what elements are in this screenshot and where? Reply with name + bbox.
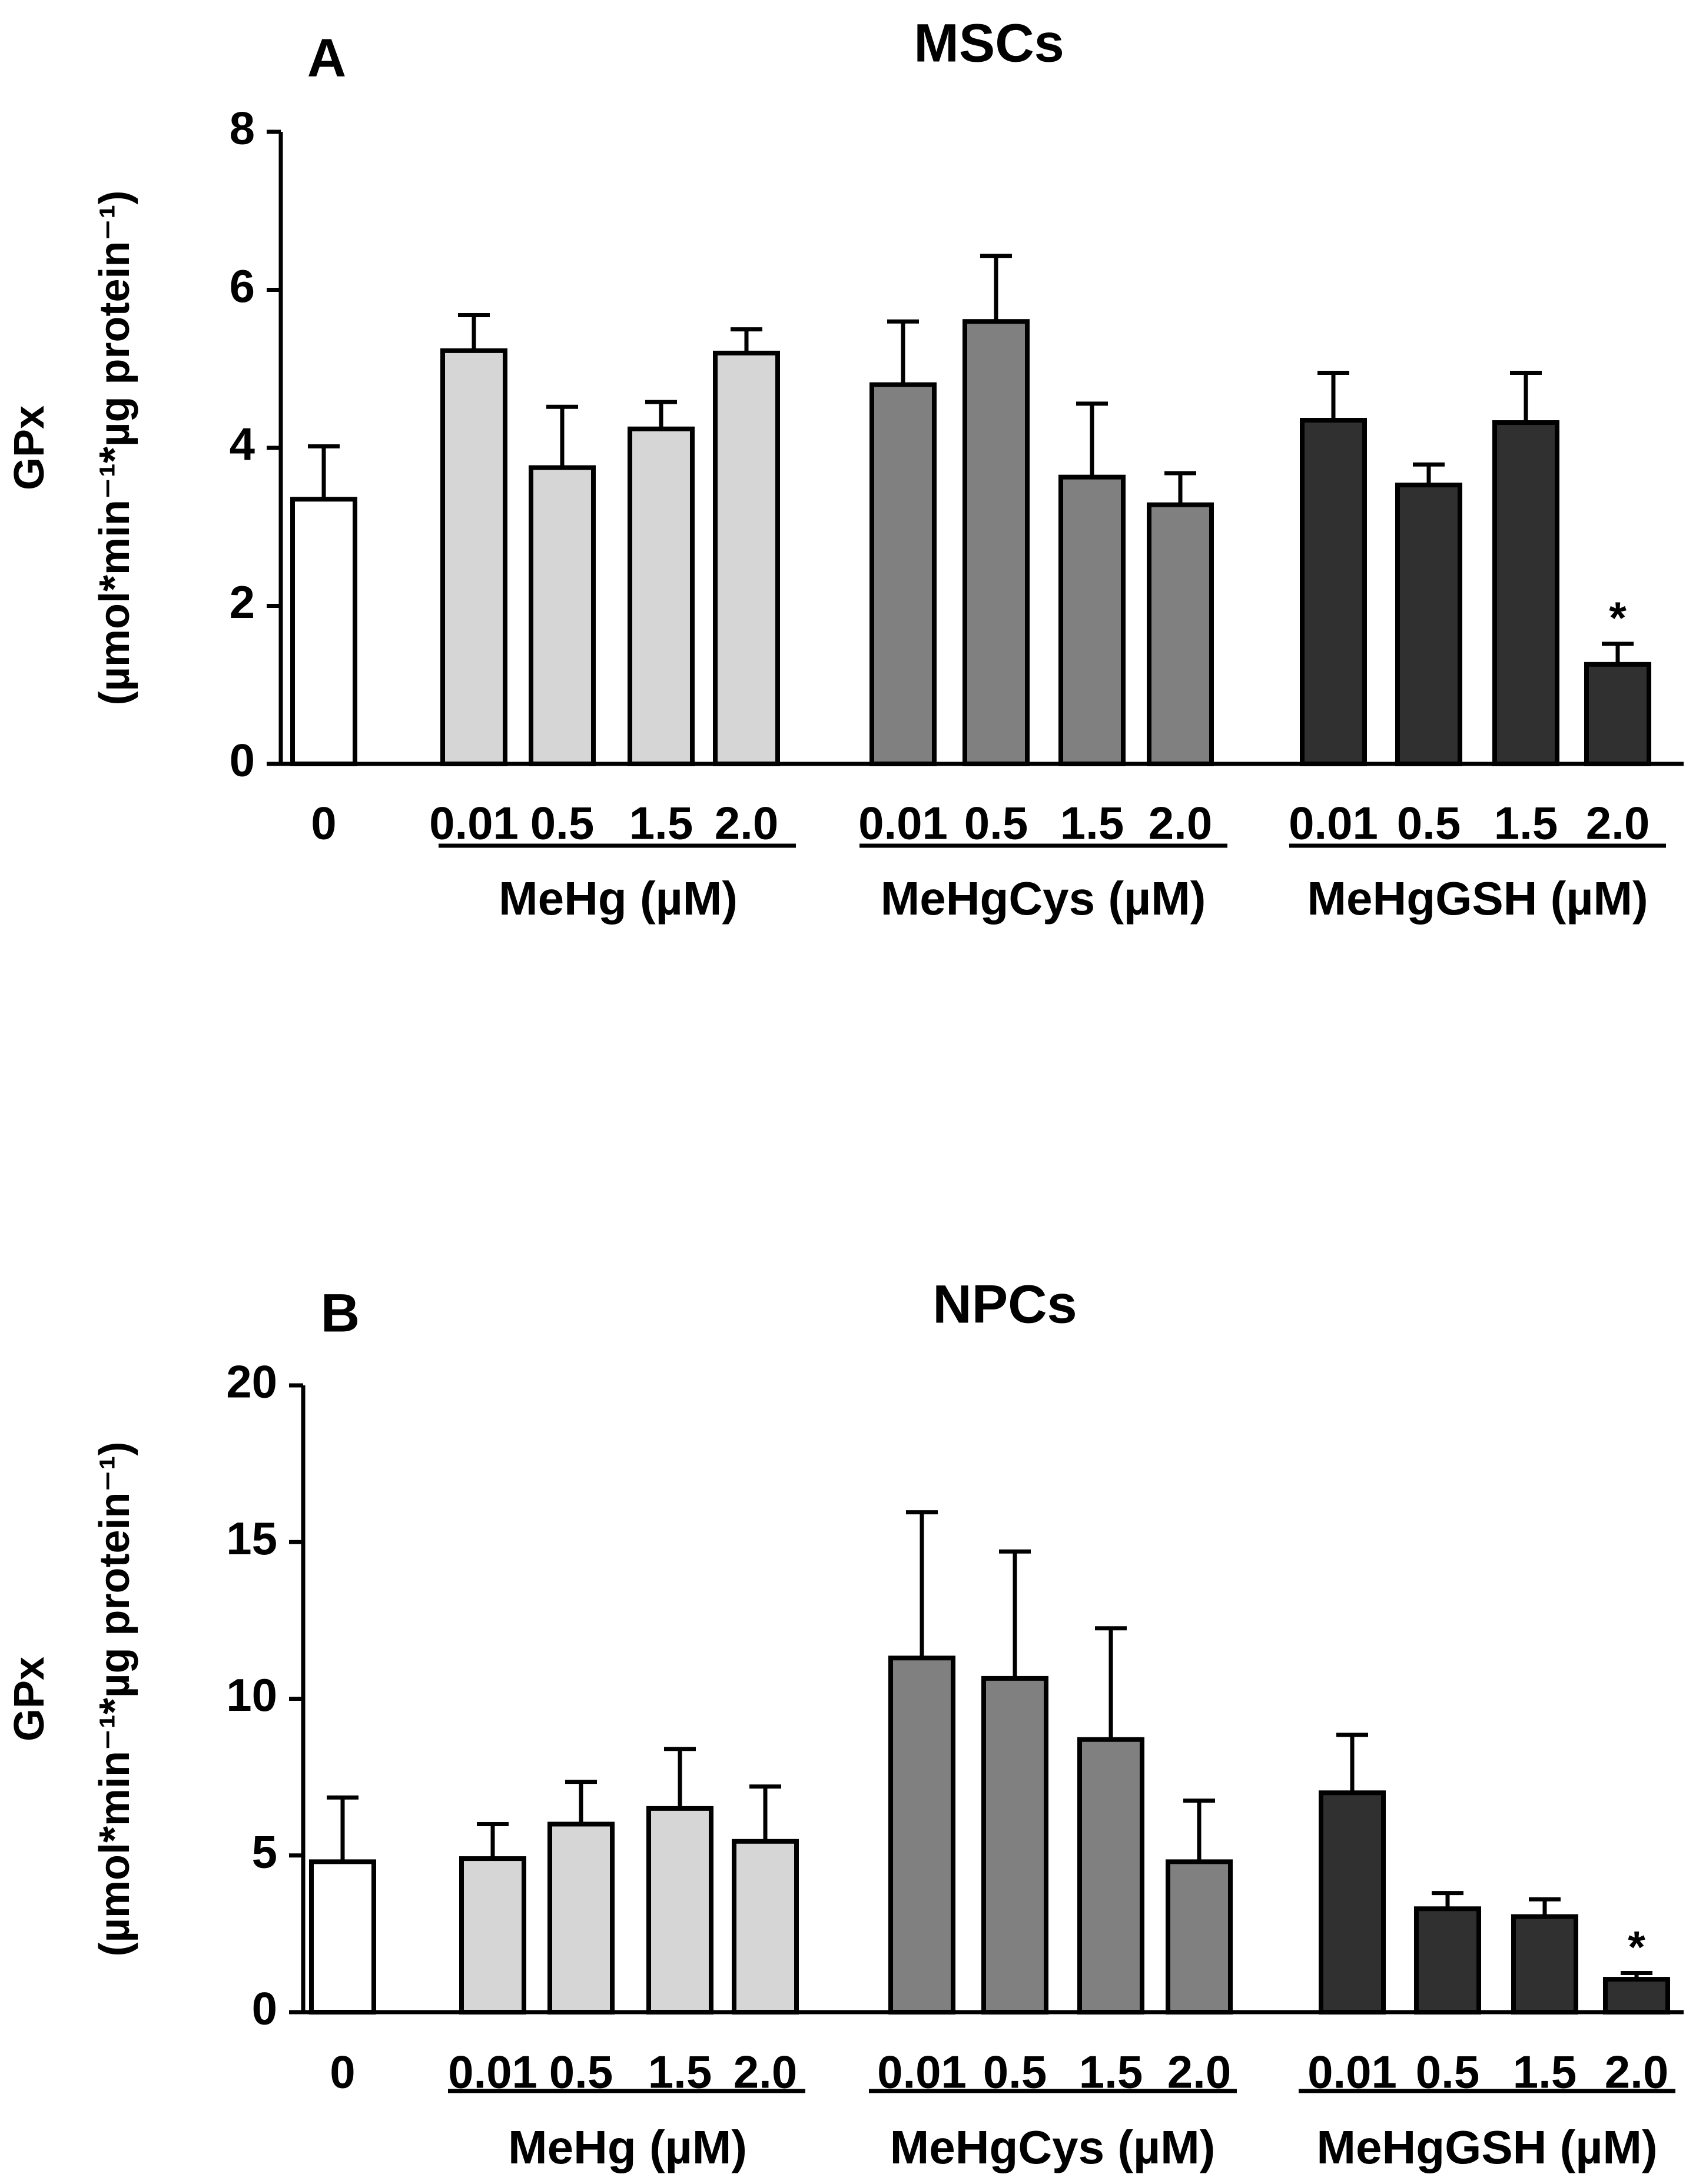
x-tick-label: 1.5 xyxy=(629,797,693,849)
y-tick-label: 4 xyxy=(230,418,255,470)
group-label: MeHgCys (µM) xyxy=(881,872,1206,925)
chart-title: NPCs xyxy=(932,1274,1077,1334)
bar xyxy=(309,1859,376,2015)
y-axis-units: (µmol*min⁻¹*µg protein⁻¹) xyxy=(91,191,138,706)
bar xyxy=(646,1806,713,2015)
x-tick-label: 2.0 xyxy=(715,797,778,849)
x-tick-label: 1.5 xyxy=(1494,797,1558,849)
x-tick-label: 0.01 xyxy=(1289,797,1378,849)
y-tick-label: 2 xyxy=(230,576,255,628)
bar xyxy=(1147,502,1214,766)
group-label: MeHgGSH (µM) xyxy=(1316,2121,1657,2173)
x-tick-label: 0.5 xyxy=(964,797,1028,849)
y-tick-label: 0 xyxy=(252,1983,277,2035)
group-label: MeHgGSH (µM) xyxy=(1307,872,1648,925)
x-tick-label: 0.5 xyxy=(1397,797,1461,849)
x-tick-label: 2.0 xyxy=(1586,797,1650,849)
bar xyxy=(1166,1859,1233,2015)
bar xyxy=(981,1676,1048,2015)
bar xyxy=(628,426,695,766)
panel-a-msc-chart: A MSCs GPx (µmol*min⁻¹*µg protein⁻¹) 0 2 4 6 8 0 0… xyxy=(6,13,1684,925)
x-tick-label: 2.0 xyxy=(1149,797,1212,849)
bar xyxy=(547,1821,615,2015)
y-axis-label: GPx xyxy=(6,405,53,490)
bar xyxy=(888,1656,955,2015)
bar xyxy=(963,319,1030,766)
bar xyxy=(1077,1737,1144,2015)
chart-title: MSCs xyxy=(914,13,1064,73)
bar xyxy=(529,465,596,766)
bar xyxy=(1603,1977,1670,2015)
bar xyxy=(440,348,507,766)
bar xyxy=(290,497,357,766)
x-tick-label: 0 xyxy=(311,797,336,849)
group-label: MeHg (µM) xyxy=(499,872,738,925)
bar xyxy=(1414,1906,1481,2015)
x-tick-label: 0.01 xyxy=(858,797,948,849)
y-axis-label: GPx xyxy=(6,1657,53,1741)
bar xyxy=(1319,1790,1386,2015)
bar xyxy=(1584,661,1651,766)
significance-marker: * xyxy=(1628,1923,1645,1973)
y-tick-label: 6 xyxy=(230,260,255,312)
bar xyxy=(1058,474,1126,766)
x-tick-label: 0 xyxy=(330,2046,355,2098)
y-tick-label: 5 xyxy=(252,1826,277,1877)
y-axis-units: (µmol*min⁻¹*µg protein⁻¹) xyxy=(91,1442,138,1957)
y-tick-label: 15 xyxy=(226,1512,277,1564)
panel-label: B xyxy=(321,1283,360,1343)
y-tick-label: 20 xyxy=(226,1356,277,1408)
x-tick-label: 1.5 xyxy=(1060,797,1124,849)
bar xyxy=(732,1839,799,2015)
panel-label: A xyxy=(307,28,346,88)
bar xyxy=(1300,418,1367,766)
bar xyxy=(1395,483,1462,766)
bar xyxy=(1511,1914,1578,2015)
y-tick-label: 0 xyxy=(230,734,255,786)
group-label: MeHgCys (µM) xyxy=(890,2121,1216,2173)
bar xyxy=(459,1856,526,2015)
x-tick-label: 0.01 xyxy=(429,797,519,849)
bar xyxy=(1492,420,1559,766)
group-label: MeHg (µM) xyxy=(508,2121,747,2173)
panel-b-npc-chart: B NPCs GPx (µmol*min⁻¹*µg protein⁻¹) 0 5 10 15 2… xyxy=(6,1274,1684,2173)
y-tick-label: 10 xyxy=(226,1669,277,1721)
x-tick-label: 0.5 xyxy=(530,797,594,849)
bar xyxy=(713,350,780,766)
bar xyxy=(869,382,937,766)
significance-marker: * xyxy=(1609,593,1627,643)
y-tick-label: 8 xyxy=(230,102,255,154)
